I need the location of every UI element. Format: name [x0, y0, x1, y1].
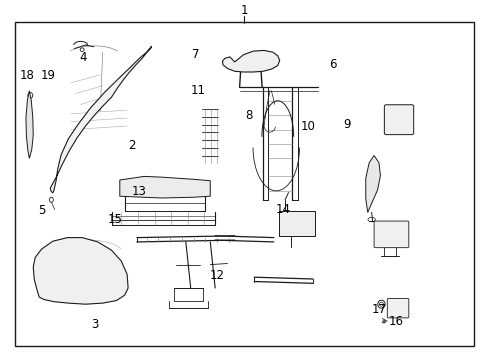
Text: 7: 7	[191, 48, 199, 61]
Text: 19: 19	[41, 69, 55, 82]
Polygon shape	[365, 156, 380, 212]
Text: 2: 2	[128, 139, 136, 152]
Text: 10: 10	[300, 120, 315, 133]
Text: 4: 4	[79, 51, 87, 64]
Text: 11: 11	[190, 84, 205, 97]
FancyBboxPatch shape	[384, 105, 413, 135]
Text: 12: 12	[210, 269, 224, 282]
Polygon shape	[33, 238, 128, 304]
Polygon shape	[50, 46, 151, 193]
Polygon shape	[120, 176, 210, 198]
Text: 17: 17	[371, 303, 386, 316]
Text: 5: 5	[38, 204, 45, 217]
Text: 8: 8	[245, 109, 253, 122]
Polygon shape	[222, 50, 279, 72]
FancyBboxPatch shape	[278, 211, 315, 236]
Text: 16: 16	[388, 315, 403, 328]
Text: 13: 13	[132, 185, 146, 198]
Text: 6: 6	[328, 58, 336, 71]
Text: 14: 14	[276, 203, 290, 216]
Text: 3: 3	[91, 318, 99, 330]
Polygon shape	[26, 91, 33, 158]
Text: 9: 9	[343, 118, 350, 131]
Text: 18: 18	[20, 69, 34, 82]
Text: 15: 15	[107, 213, 122, 226]
FancyBboxPatch shape	[373, 221, 408, 248]
Text: 1: 1	[240, 4, 248, 17]
FancyBboxPatch shape	[386, 298, 408, 318]
